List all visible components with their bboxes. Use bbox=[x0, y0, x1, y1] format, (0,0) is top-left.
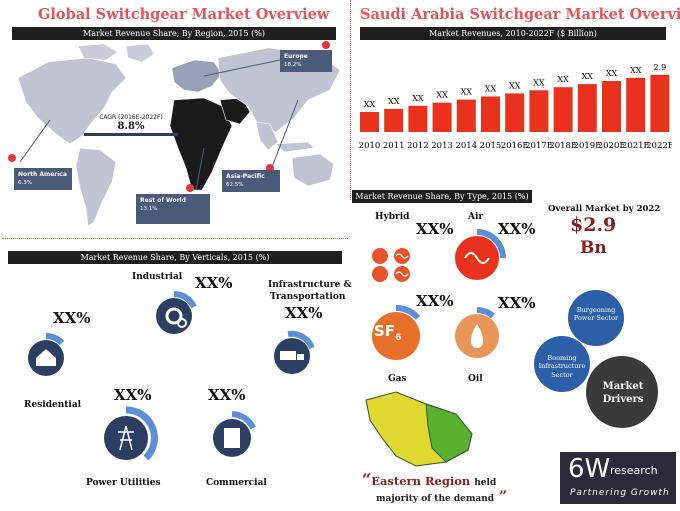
bar-label: XX bbox=[606, 69, 618, 78]
global-title: Global Switchgear Market Overview bbox=[38, 6, 330, 23]
power-utilities-pct: XX% bbox=[114, 386, 152, 404]
category-tick: 2013 bbox=[431, 141, 453, 151]
bar bbox=[602, 81, 621, 132]
hybrid-label: Hybrid bbox=[375, 212, 410, 222]
verticals-graphic bbox=[28, 291, 315, 461]
residential-pct: XX% bbox=[53, 309, 91, 327]
bar-label: XX bbox=[485, 85, 497, 94]
brand-logo: 6W research Partnering Growth bbox=[560, 452, 676, 504]
bar bbox=[505, 93, 525, 132]
region-band: Market Revenue Share, By Region, 2015 (%… bbox=[12, 27, 336, 40]
bar bbox=[432, 102, 452, 132]
infrastructure-pct: XX% bbox=[285, 304, 323, 322]
bar-label: XX bbox=[461, 88, 473, 97]
gear-power-text: Burgeoning Power Sector bbox=[573, 306, 619, 323]
vertical-divider bbox=[350, 0, 352, 200]
bar bbox=[408, 105, 428, 132]
bar-label: XX bbox=[533, 78, 545, 87]
bar bbox=[360, 112, 379, 132]
air-label: Air bbox=[468, 212, 484, 222]
category-tick: 2019F bbox=[574, 141, 602, 151]
infrastructure-label: Infrastructure & bbox=[268, 280, 352, 290]
category-tick: 2015 bbox=[480, 141, 502, 151]
bar-label: XX bbox=[412, 94, 424, 103]
bar-label: XX bbox=[509, 81, 521, 90]
revenue-band: Market Revenues, 2010-2022F ($ Billion) bbox=[360, 27, 666, 40]
rest-of-world-callout: Rest of World 13.1% bbox=[136, 194, 210, 224]
logo-sub: research bbox=[610, 464, 658, 477]
bar-label: 2.9 bbox=[654, 63, 667, 72]
bar bbox=[456, 99, 476, 132]
sf6-icon bbox=[372, 305, 421, 360]
overall-label: Overall Market by 2022 bbox=[548, 204, 661, 214]
oil-label: Oil bbox=[468, 374, 483, 384]
north-america-callout: North America 6.3% bbox=[14, 168, 72, 191]
hybrid-pct: XX% bbox=[416, 220, 454, 238]
bar bbox=[529, 90, 549, 132]
region-quote-line2: majority of the demand ” bbox=[376, 489, 508, 505]
bar bbox=[650, 74, 670, 132]
horizontal-divider bbox=[2, 238, 348, 240]
gear-infra-text: Booming Infrastructure Sector bbox=[538, 354, 586, 379]
cagr-label: CAGR (2016E-2022F) bbox=[99, 114, 163, 121]
sf6-text: SF6 bbox=[374, 322, 402, 343]
industrial-pct: XX% bbox=[195, 274, 233, 292]
oil-icon bbox=[455, 307, 499, 358]
bar-label: XX bbox=[557, 75, 569, 84]
oil-pct: XX% bbox=[498, 294, 536, 312]
bar bbox=[577, 84, 597, 132]
gas-pct: XX% bbox=[416, 292, 454, 310]
commercial-label: Commercial bbox=[206, 478, 267, 488]
saudi-title: Saudi Arabia Switchgear Market Overview bbox=[360, 6, 680, 23]
category-tick: 2021F bbox=[622, 141, 650, 151]
category-tick: 2011 bbox=[383, 141, 405, 151]
type-band: Market Revenue Share, By Type, 2015 (%) bbox=[352, 190, 532, 203]
cagr-value: 8.8% bbox=[117, 121, 145, 132]
category-tick: 2014 bbox=[455, 141, 477, 151]
category-tick: 2016E bbox=[501, 141, 529, 151]
type-graphics bbox=[372, 229, 506, 360]
category-tick: 2018F bbox=[549, 141, 577, 151]
logo-main: 6W bbox=[568, 454, 611, 484]
bar bbox=[553, 87, 573, 132]
category-tick: 2012 bbox=[407, 141, 429, 151]
air-icon bbox=[455, 229, 506, 280]
cagr-block: CAGR (2016E-2022F) 8.8% bbox=[84, 114, 178, 136]
transportation-label: Transportation bbox=[270, 292, 346, 302]
category-tick: 2010 bbox=[359, 141, 381, 151]
gears-graphic bbox=[534, 290, 658, 428]
power-utilities-label: Power Utilities bbox=[86, 478, 161, 488]
gas-label: Gas bbox=[388, 374, 407, 384]
bar-label: XX bbox=[582, 72, 594, 81]
gear-drivers-text: Market Drivers bbox=[602, 381, 644, 405]
bar bbox=[626, 77, 646, 132]
verticals-band: Market Revenue Share, By Verticals, 2015… bbox=[8, 251, 342, 264]
asia-pacific-callout: Asia-Pacific 62.5% bbox=[222, 170, 280, 193]
gear-icon bbox=[568, 290, 624, 346]
industrial-label: Industrial bbox=[132, 272, 183, 282]
saudi-map bbox=[365, 391, 473, 467]
category-tick: 2022F bbox=[646, 141, 672, 151]
category-tick: 2017F bbox=[525, 141, 553, 151]
residential-label: Residential bbox=[24, 400, 82, 410]
hybrid-icon bbox=[372, 248, 410, 282]
logo-tag: Partnering Growth bbox=[570, 488, 670, 498]
europe-callout: Europe 18.2% bbox=[280, 50, 332, 73]
commercial-pct: XX% bbox=[208, 386, 246, 404]
bar-label: XX bbox=[364, 100, 376, 109]
bar bbox=[384, 108, 404, 132]
category-tick: 2020F bbox=[598, 141, 626, 151]
bar bbox=[481, 96, 500, 132]
bar-label: XX bbox=[388, 97, 400, 106]
air-pct: XX% bbox=[498, 220, 536, 238]
overall-unit: Bn bbox=[580, 238, 607, 258]
overall-value: $2.9 bbox=[570, 214, 617, 236]
bar-label: XX bbox=[630, 66, 642, 75]
bar-label: XX bbox=[436, 91, 448, 100]
region-quote: “Eastern Region held bbox=[362, 470, 497, 489]
revenue-bar-chart: XX 2010 XX 2011 XX 2012 XX 2013 XX 2014 XX 2015 XX 20… bbox=[359, 63, 672, 151]
